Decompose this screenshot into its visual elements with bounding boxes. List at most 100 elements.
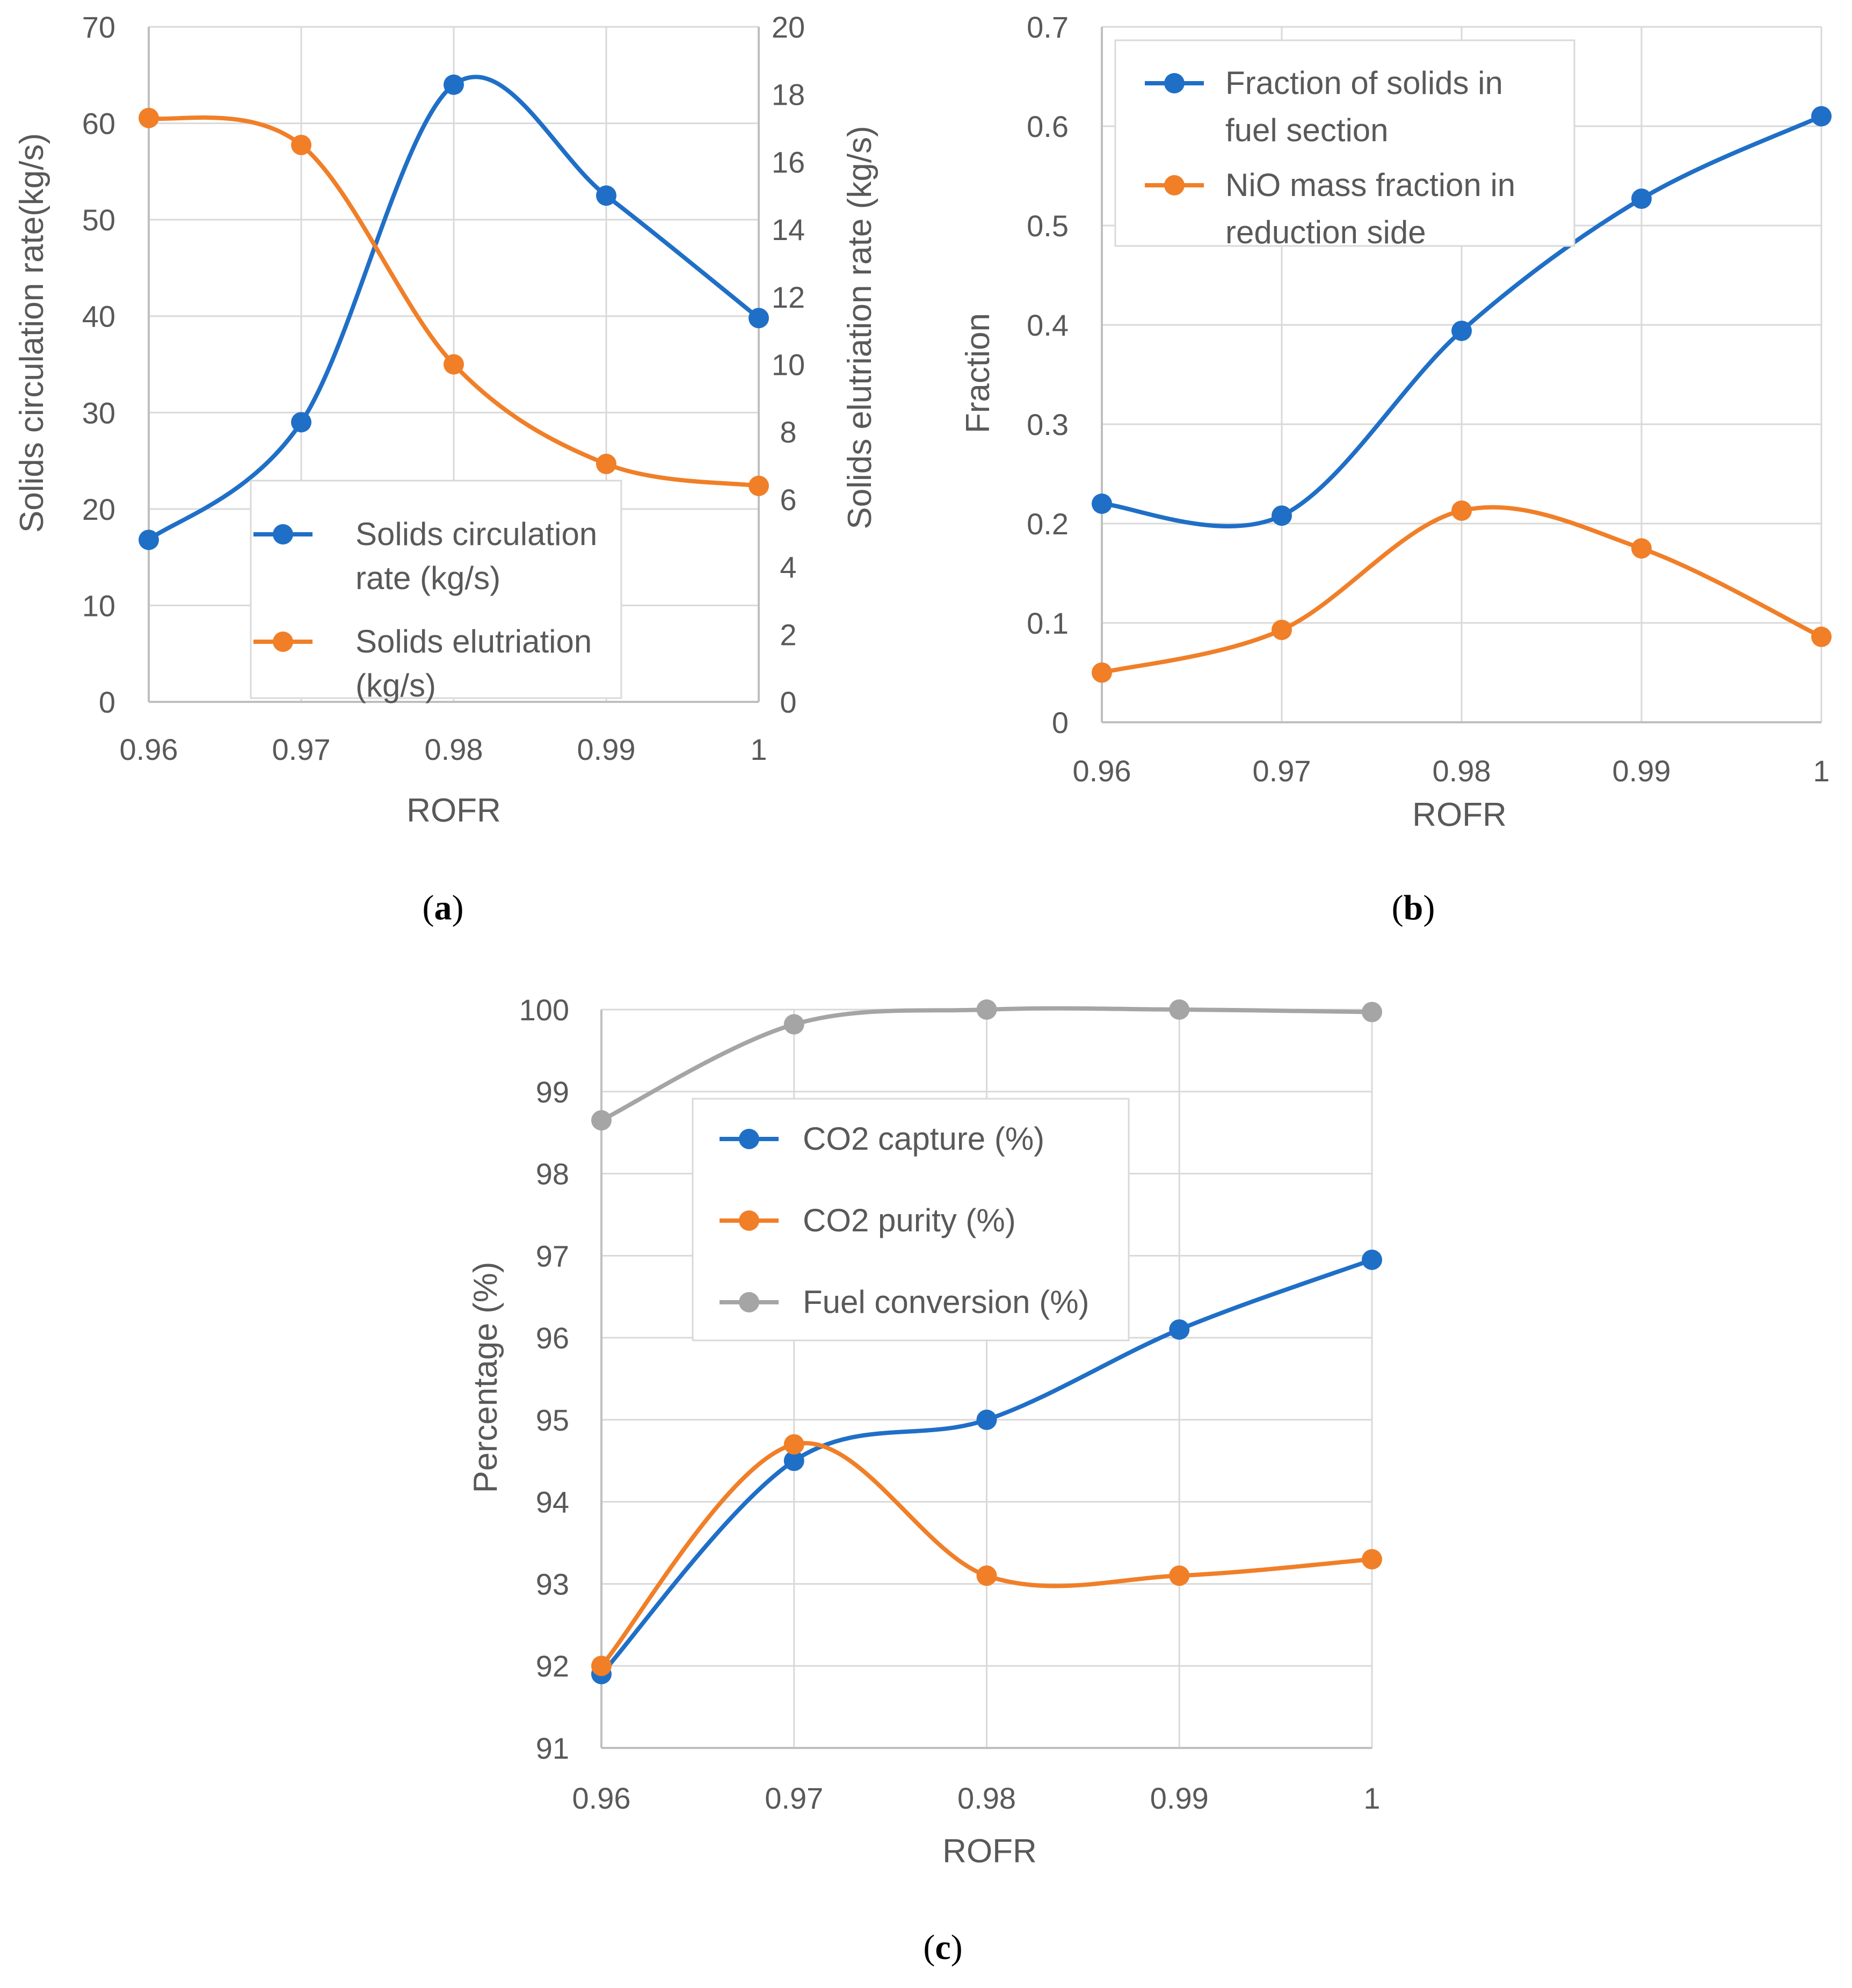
chart-a-legend-entry-1: Solids elutriation (kg/s) <box>355 623 592 703</box>
chart-c-legend-entry-0-line-0: CO2 capture (%) <box>803 1121 1044 1157</box>
chart-b-series-1-point-4 <box>1811 626 1832 647</box>
chart-c-y-axis-title: Percentage (%) <box>467 1262 504 1493</box>
chart-a-legend-swatch-marker-0 <box>273 524 293 545</box>
chart-b-legend-entry-0-line-1: fuel section <box>1225 112 1389 148</box>
chart-a-y2-tick-label: 14 <box>772 213 805 246</box>
chart-b-series-1-point-2 <box>1451 500 1472 521</box>
chart-c-series-1-point-0 <box>591 1656 612 1677</box>
chart-c: 0.96 0.97 0.98 0.99 1 91 92 93 94 95 96 97 98 99 100 C… <box>467 993 1382 1967</box>
chart-b-caption-letter: b <box>1404 888 1424 927</box>
chart-c-legend-swatch-marker-0 <box>739 1129 759 1149</box>
chart-a: 0.96 0.97 0.98 0.99 101020304050607002468101… <box>13 10 878 927</box>
chart-b-legend: Fraction of solids in fuel section NiO mas… <box>1114 39 1575 250</box>
chart-a-y2-tick-label: 10 <box>772 348 805 382</box>
chart-a-series-0-point-3 <box>596 185 616 206</box>
chart-b-legend-swatch-marker-1 <box>1164 175 1185 195</box>
chart-c-y-tick-label: 93 <box>536 1567 569 1601</box>
chart-a-series-1-point-3 <box>596 453 616 474</box>
chart-c-series-0-point-3 <box>1169 1319 1190 1340</box>
chart-a-y-axis-title: Solids circulation rate(kg/s) <box>13 133 50 533</box>
chart-a-series-0-point-2 <box>444 74 464 95</box>
chart-c-legend-entry-2-line-0: Fuel conversion (%) <box>803 1284 1090 1320</box>
chart-c-legend-entry-1: CO2 purity (%) <box>803 1202 1016 1238</box>
chart-b-legend-box <box>1114 39 1575 247</box>
chart-a-legend-swatch-marker-1 <box>273 632 293 652</box>
chart-b-x-tick-label: 0.98 <box>1433 754 1491 788</box>
chart-c-y-tick-label: 91 <box>536 1731 569 1765</box>
chart-a-axes <box>148 27 760 703</box>
chart-a-legend: Solids circulation rate (kg/s) Solids elut… <box>250 480 622 703</box>
chart-c-y-tick-label: 100 <box>519 993 569 1027</box>
chart-b-x-tick-label: 1 <box>1813 754 1829 788</box>
chart-a-y-tick-label: 20 <box>82 492 115 526</box>
chart-b-legend-entry-1-line-0: NiO mass fraction in <box>1225 167 1515 203</box>
chart-a-x-axis-title: ROFR <box>406 792 501 829</box>
chart-c-y-tick-label: 99 <box>536 1075 569 1109</box>
chart-b-axes <box>1101 27 1821 723</box>
chart-c-y-tick-label: 97 <box>536 1239 569 1273</box>
chart-b-legend-entry-0: Fraction of solids in fuel section <box>1225 65 1503 148</box>
chart-a-y-tick-label: 0 <box>99 685 115 719</box>
chart-b-legend-entry-1-line-1: reduction side <box>1225 214 1426 250</box>
chart-a-caption-letter: a <box>434 888 452 927</box>
chart-b: 0.96 0.97 0.98 0.99 100.10.20.30.40.50.60.7 … <box>960 10 1832 927</box>
chart-c-caption: (c) <box>923 1928 962 1967</box>
chart-a-y2-tick-label: 8 <box>780 415 796 449</box>
chart-a-series-0-point-1 <box>291 412 311 433</box>
chart-c-series-0-point-2 <box>976 1409 997 1430</box>
chart-c-x-axis-title: ROFR <box>942 1833 1037 1870</box>
chart-a-legend-entry-0-line-1: rate (kg/s) <box>355 560 500 596</box>
chart-a-series-1-point-4 <box>749 475 769 496</box>
chart-a-series-0-point-0 <box>139 529 159 550</box>
chart-a-y2-tick-label: 0 <box>780 685 796 719</box>
chart-c-x-tick-label: 1 <box>1363 1781 1380 1815</box>
chart-a-y2-tick-label: 20 <box>772 10 805 44</box>
chart-b-series-0-point-1 <box>1272 505 1292 526</box>
chart-c-legend-entry-2: Fuel conversion (%) <box>803 1284 1090 1320</box>
chart-a-series-1-point-1 <box>291 134 311 155</box>
chart-b-y-tick-label: 0.1 <box>1027 606 1069 640</box>
chart-a-y2-tick-label: 12 <box>772 280 805 314</box>
chart-a-y-tick-label: 10 <box>82 589 115 622</box>
chart-a-legend-entry-0-line-0: Solids circulation <box>355 516 597 552</box>
chart-c-series-1-point-4 <box>1362 1549 1382 1570</box>
chart-b-y-tick-label: 0.2 <box>1027 507 1069 541</box>
chart-b-series <box>1092 106 1832 683</box>
chart-c-series-2-point-1 <box>783 1014 804 1035</box>
chart-c-y-tick-label: 96 <box>536 1321 569 1355</box>
chart-a-y2-tick-label: 6 <box>780 483 796 517</box>
chart-c-series-1-point-1 <box>783 1434 804 1455</box>
chart-c-x-tick-label: 0.98 <box>957 1781 1016 1815</box>
chart-a-y-tick-label: 60 <box>82 107 115 141</box>
chart-b-y-tick-label: 0.5 <box>1027 209 1069 243</box>
chart-c-series-1-point-2 <box>976 1565 997 1586</box>
chart-b-series-1-point-1 <box>1272 619 1292 640</box>
chart-a-series <box>139 74 769 550</box>
chart-b-series-1-point-0 <box>1092 662 1112 683</box>
chart-a-series-0-point-4 <box>749 308 769 329</box>
chart-c-series-2-point-2 <box>976 999 997 1020</box>
chart-c-legend-entry-1-line-0: CO2 purity (%) <box>803 1202 1016 1238</box>
chart-b-series-0-point-0 <box>1092 494 1112 514</box>
chart-a-series-1-point-0 <box>139 107 159 128</box>
chart-b-series-0-point-4 <box>1811 106 1832 127</box>
chart-c-series-2-point-0 <box>591 1110 612 1131</box>
chart-c-series <box>591 999 1382 1685</box>
chart-a-y-tick-label: 50 <box>82 203 115 237</box>
chart-c-caption-letter: c <box>935 1928 950 1967</box>
chart-a-x-tick-label: 0.98 <box>425 732 483 766</box>
chart-a-x-tick-label: 0.96 <box>120 732 178 766</box>
chart-b-x-tick-label: 0.96 <box>1073 754 1131 788</box>
chart-c-legend-swatch-marker-2 <box>739 1292 759 1312</box>
chart-c-series-2-point-3 <box>1169 999 1190 1020</box>
chart-b-y-tick-label: 0.7 <box>1027 10 1069 44</box>
chart-a-y2-tick-label: 4 <box>780 550 796 584</box>
chart-c-series-0-point-4 <box>1362 1249 1382 1270</box>
chart-a-y2-tick-label: 2 <box>780 618 796 651</box>
chart-a-caption: (a) <box>423 888 464 927</box>
chart-b-y-axis-title: Fraction <box>960 313 997 433</box>
chart-b-series-0-point-2 <box>1451 321 1472 342</box>
chart-c-y-tick-label: 94 <box>536 1485 569 1519</box>
chart-b-series-1-point-3 <box>1631 538 1652 559</box>
